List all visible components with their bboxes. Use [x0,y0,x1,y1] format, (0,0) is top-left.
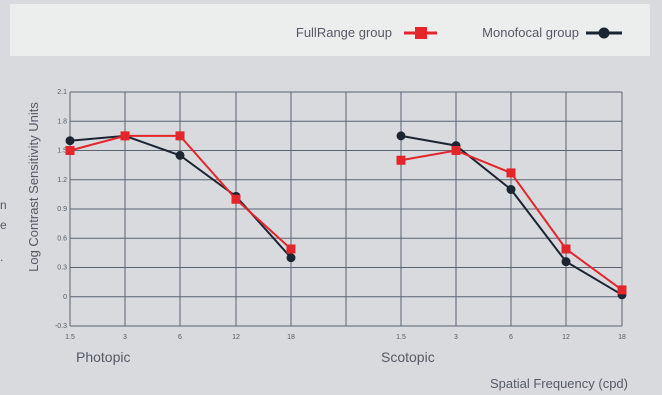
x-tick-label: 6 [178,334,182,341]
data-point-circle [506,185,516,194]
y-tick-label: 0 [63,294,67,301]
panel-label: Photopic [76,349,130,365]
grid-group [69,91,623,327]
legend-label-monofocal: Monofocal group [482,25,579,40]
panel-label: Scotopic [381,349,435,365]
data-point-circle [286,253,296,263]
x-axis-label: Spatial Frequency (cpd) [490,376,628,391]
legend-marker-fullrange [415,27,427,39]
x-tick-label: 12 [232,334,240,341]
data-point-square [175,131,185,141]
edge-fragment-2: e [0,218,7,232]
legend-label-fullrange: FullRange group [296,25,392,40]
edge-fragment-1: n [0,198,7,212]
data-point-circle [175,150,185,160]
series-fullrange-photopic [65,131,296,254]
y-tick-label: 0.6 [57,235,67,242]
data-point-square [120,131,130,141]
y-tick-label: 0.3 [57,265,67,272]
series-fullrange-scotopic [396,146,627,295]
x-tick-label: 3 [454,334,458,341]
data-point-circle [65,136,75,146]
y-tick-label: 0.9 [57,206,67,213]
data-point-square [231,194,241,204]
y-tick-label: 1.5 [57,148,67,155]
data-point-square [506,168,516,178]
data-point-square [65,146,75,155]
legend-marker-monofocal [598,27,610,39]
y-axis-label: Log Contrast Sensitivity Units [26,102,41,272]
data-point-square [451,146,461,155]
y-tick-label: 2.1 [57,89,67,96]
edge-fragment-3: . [0,250,4,264]
data-point-square [396,155,406,165]
data-point-square [286,244,296,254]
data-point-circle [396,131,406,141]
x-tick-label: 1.5 [65,334,75,341]
y-tick-label: 1.2 [57,177,67,184]
data-point-square [561,244,571,254]
data-point-square [617,285,627,295]
x-tick-label: 1.5 [396,334,406,341]
x-tick-label: 18 [618,334,626,341]
x-tick-label: 18 [287,334,295,341]
legend: FullRange group Monofocal group [296,25,622,40]
data-point-circle [561,257,571,267]
x-tick-label: 6 [509,334,513,341]
x-tick-label: 3 [123,334,127,341]
y-tick-label: 1.8 [57,118,67,125]
x-tick-label: 12 [562,334,570,341]
y-tick-label: -0.3 [55,323,67,330]
legend-box [10,4,650,56]
